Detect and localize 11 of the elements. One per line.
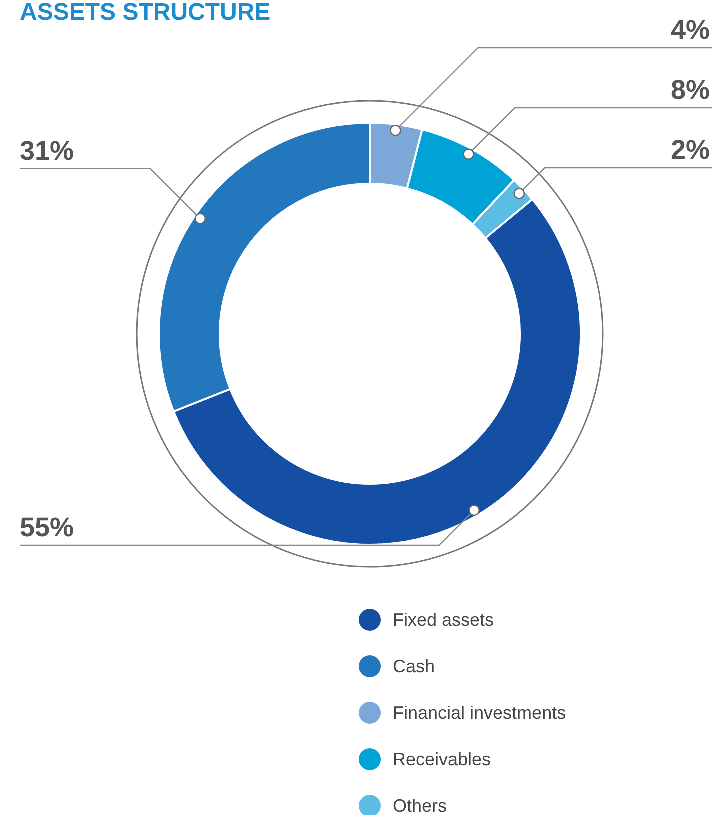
- data-label: 2%: [670, 135, 710, 165]
- data-label: 55%: [20, 512, 74, 542]
- data-label: 31%: [20, 136, 74, 166]
- legend-label: Cash: [393, 656, 436, 676]
- chart-title: ASSETS STRUCTURE: [20, 0, 271, 26]
- legend-label: Receivables: [393, 750, 492, 770]
- data-label: 8%: [670, 75, 710, 105]
- data-label: 4%: [670, 15, 710, 45]
- legend-label: Others: [393, 796, 448, 815]
- legend-label: Fixed assets: [393, 610, 494, 630]
- legend-label: Financial investments: [393, 703, 566, 723]
